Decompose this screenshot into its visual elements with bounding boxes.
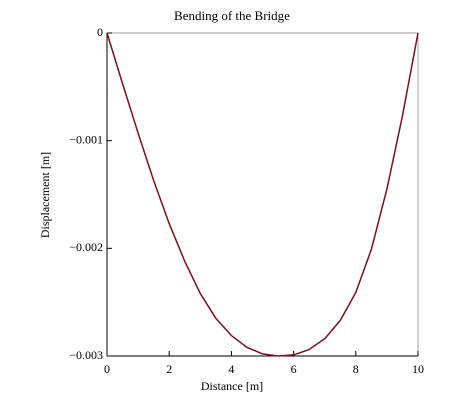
y-tick-label: −0.003	[69, 348, 103, 362]
y-tick-label: −0.001	[69, 132, 103, 146]
x-tick-label: 2	[166, 362, 172, 376]
y-axis-label: Displacement [m]	[38, 152, 52, 238]
x-tick-label: 0	[104, 362, 110, 376]
data-line	[106, 32, 419, 357]
y-tick-label: −0.002	[69, 240, 103, 254]
x-axis-label: Distance [m]	[201, 379, 263, 393]
x-tick-label: 4	[228, 362, 234, 376]
x-tick-label: 10	[412, 362, 424, 376]
chart-title: Bending of the Bridge	[174, 8, 290, 23]
x-tick-label: 6	[291, 362, 297, 376]
plot-frame	[106, 32, 419, 357]
x-tick-label: 8	[353, 362, 359, 376]
y-tick-label: 0	[97, 25, 103, 39]
